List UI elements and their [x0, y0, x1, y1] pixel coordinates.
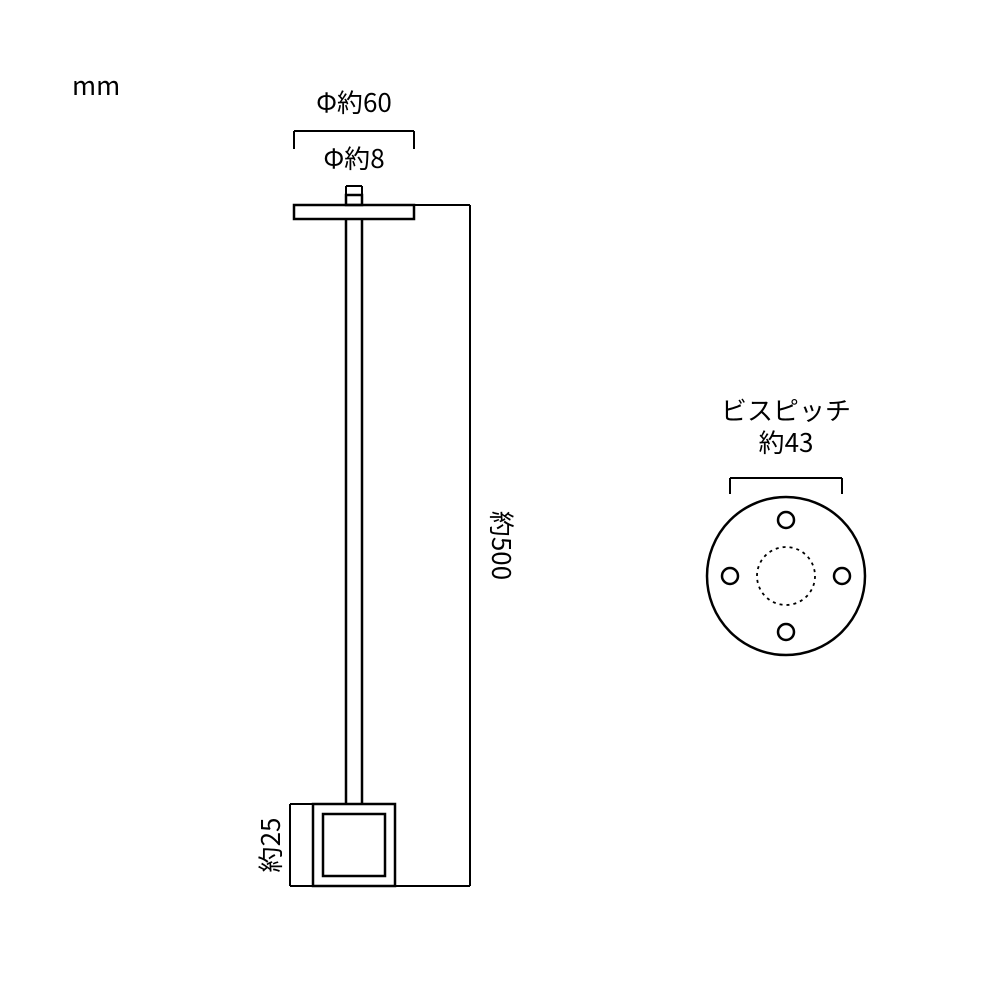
dim-screw-pitch: [730, 478, 842, 494]
dim-nub-diameter-label: Φ約8: [323, 139, 384, 176]
dim-height-25-label: 約25: [251, 818, 288, 873]
flange-outer-circle: [707, 497, 865, 655]
screw-hole-right: [834, 568, 850, 584]
screw-hole-bottom: [778, 624, 794, 640]
side-view: Φ約60 Φ約8 約500: [251, 83, 521, 886]
socket-outer: [313, 804, 395, 886]
screw-hole-top: [778, 512, 794, 528]
nub: [346, 195, 362, 205]
screw-hole-left: [722, 568, 738, 584]
technical-drawing: mm Φ約60 Φ約8 約50: [0, 0, 1000, 1000]
socket-inner: [323, 814, 385, 876]
top-plate: [294, 205, 414, 219]
unit-label: mm: [72, 66, 120, 103]
dim-height-500: 約500: [395, 205, 521, 886]
flange-inner-circle: [757, 547, 815, 605]
dim-nub-diameter: Φ約8: [323, 139, 384, 198]
dim-height-25: 約25: [251, 804, 313, 886]
dim-screw-pitch-label: 約43: [759, 423, 814, 460]
dim-height-500-label: 約500: [484, 511, 521, 580]
top-view: ビスピッチ 約43: [707, 391, 865, 655]
dim-top-plate-diameter-label: Φ約60: [316, 83, 392, 120]
